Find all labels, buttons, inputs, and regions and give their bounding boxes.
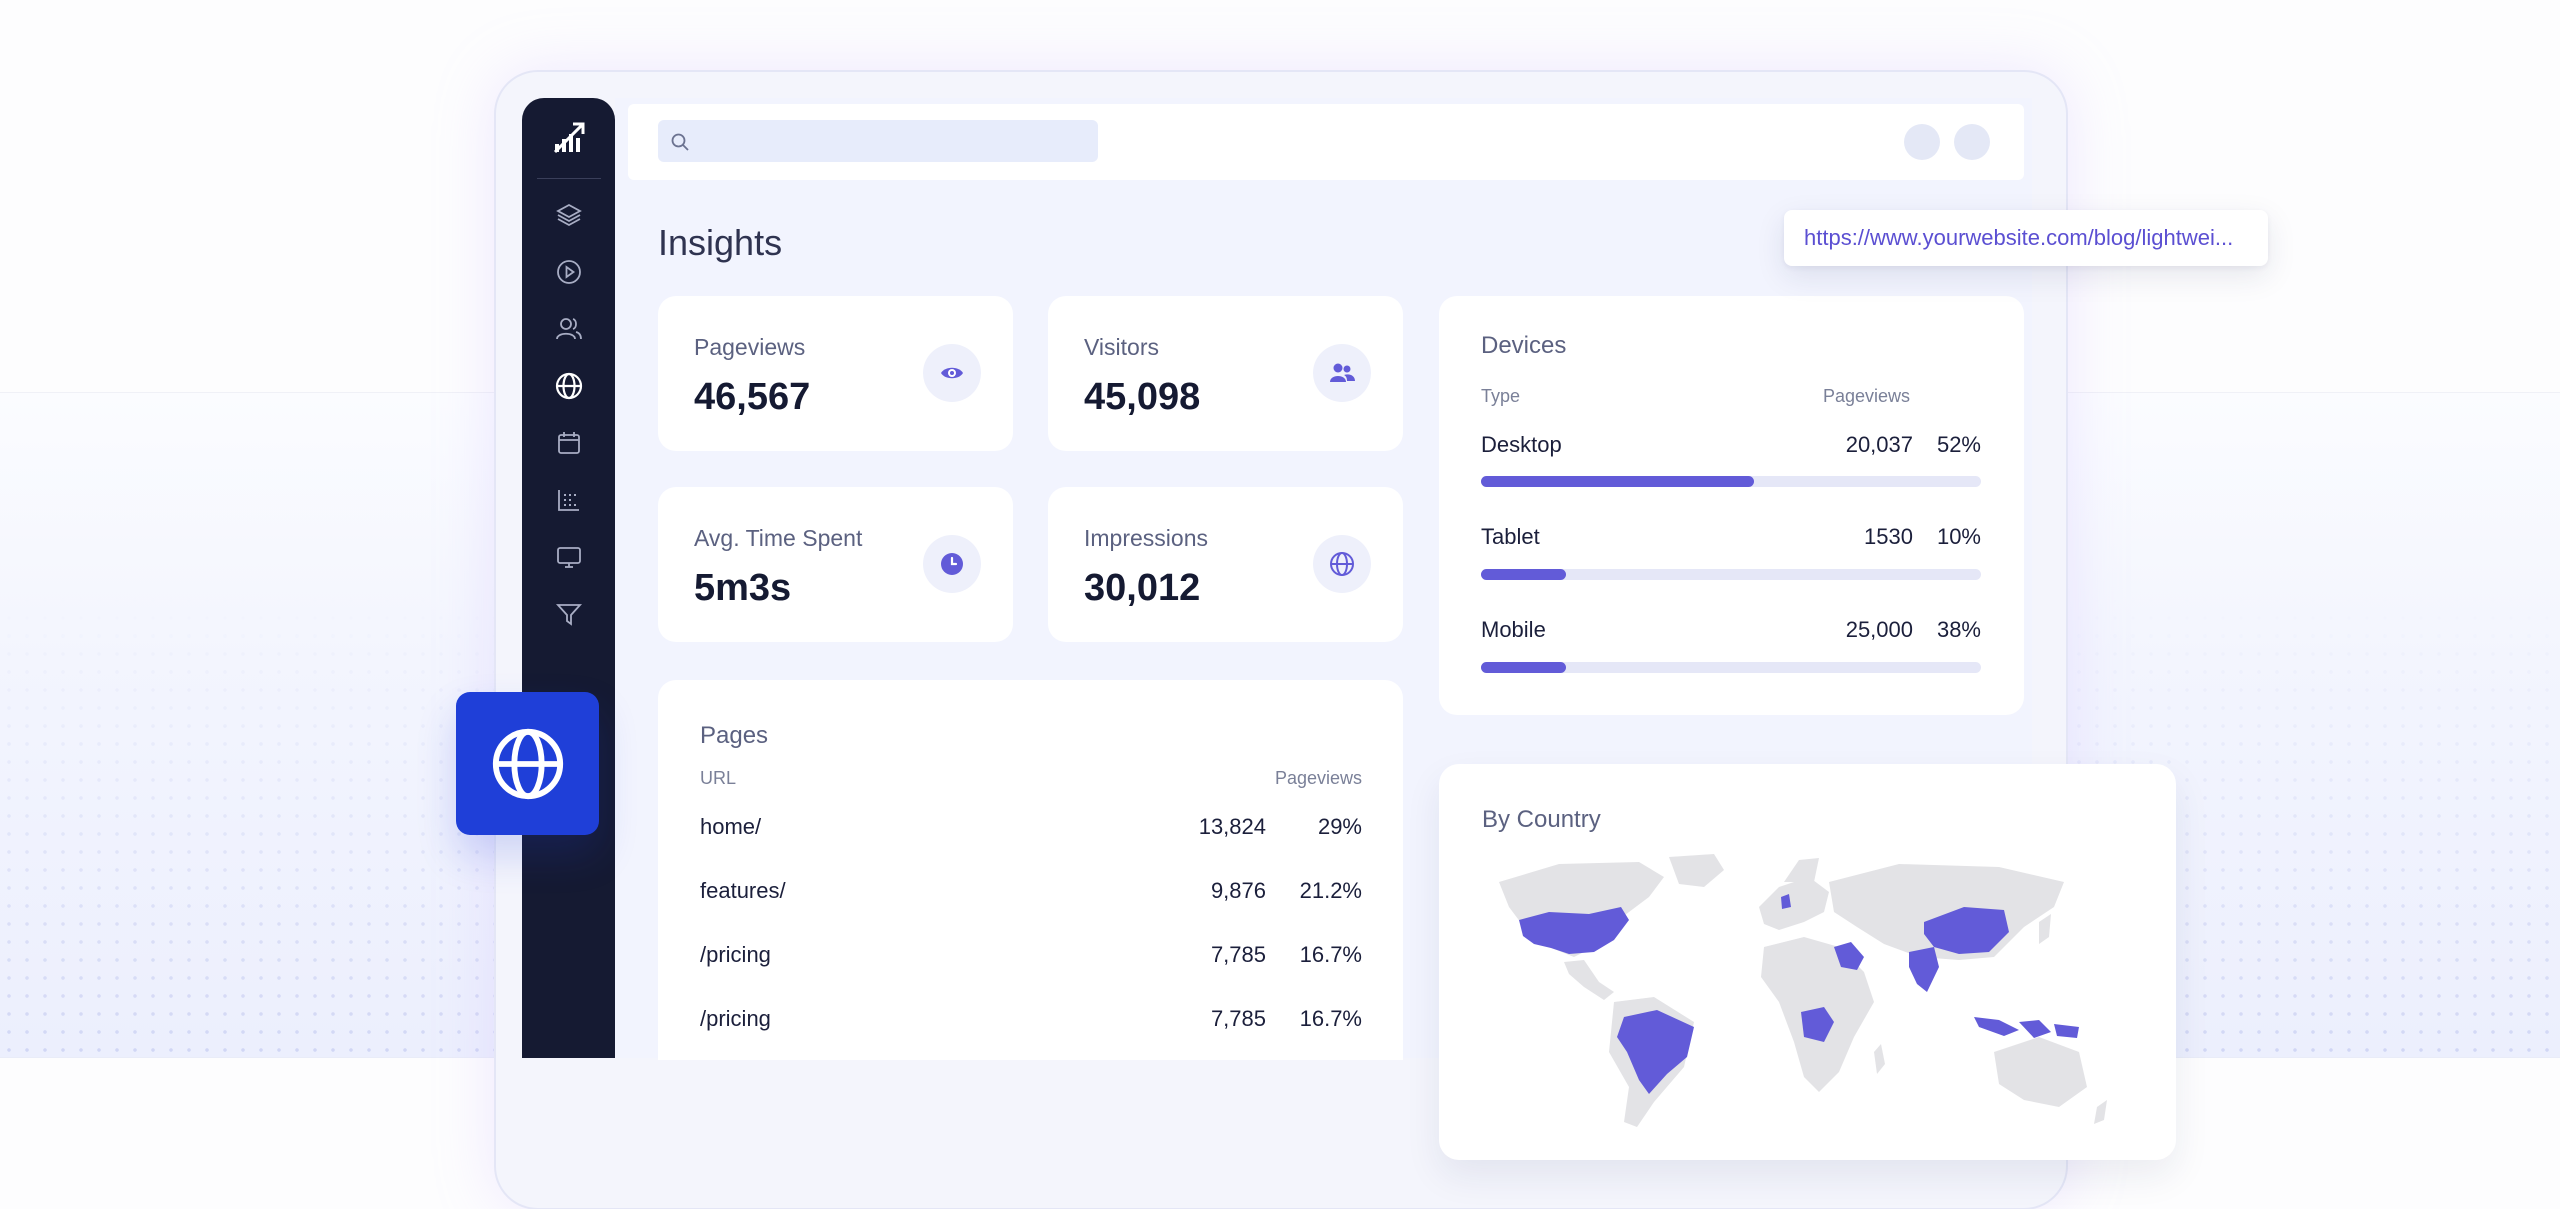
progress-fill — [1481, 569, 1566, 580]
col-header-pageviews: Pageviews — [1274, 768, 1362, 788]
stat-value: 30,012 — [1084, 567, 1201, 609]
col-header-type: Type — [1481, 386, 1521, 406]
page-percent: 16.7% — [1299, 942, 1362, 967]
search-bar — [658, 120, 1098, 162]
col-header-pageviews: Pageviews — [1823, 386, 1911, 406]
eye-icon — [941, 367, 963, 379]
layers-icon — [555, 203, 582, 227]
filter-icon — [555, 604, 582, 626]
logo-icon — [553, 122, 584, 154]
progress-fill — [1481, 662, 1566, 673]
stat-label: Avg. Time Spent — [694, 525, 863, 551]
sidebar-item-chart-grid[interactable] — [547, 478, 591, 522]
clock-icon — [941, 553, 963, 575]
stat-card-avg-time: Avg. Time Spent 5m3s — [658, 487, 1013, 642]
page-title: Insights — [658, 222, 783, 263]
page-pageviews: 9,876 — [1210, 878, 1266, 903]
users-icon — [555, 318, 582, 340]
page-pageviews: 13,824 — [1198, 814, 1266, 839]
device-pageviews: 1530 — [1864, 524, 1913, 549]
sidebar-item-monitor[interactable] — [547, 535, 591, 579]
stat-icon-badge — [923, 344, 981, 402]
stat-card-impressions: Impressions 30,012 — [1048, 487, 1403, 642]
stat-card-visitors: Visitors 45,098 — [1048, 296, 1403, 451]
device-type: Mobile — [1481, 617, 1546, 642]
stat-icon-badge — [1313, 344, 1371, 402]
users-icon — [1330, 363, 1355, 382]
calendar-icon — [557, 432, 580, 454]
stat-label: Visitors — [1084, 334, 1159, 360]
by-country-card: By Country — [1439, 764, 2176, 1160]
progress-bar — [1481, 476, 1981, 487]
progress-bar — [1481, 569, 1981, 580]
page-url-link[interactable]: /pricing — [700, 1006, 771, 1031]
page-percent: 16.7% — [1299, 1006, 1362, 1031]
page-percent: 21.2% — [1299, 878, 1362, 903]
page-pageviews: 7,785 — [1210, 942, 1266, 967]
search-icon — [671, 133, 689, 151]
stat-icon-badge — [923, 535, 981, 593]
device-pageviews: 20,037 — [1845, 432, 1913, 457]
device-percent: 10% — [1936, 524, 1981, 549]
globe-tile — [456, 692, 599, 835]
stat-icon-badge — [1313, 535, 1371, 593]
sidebar-divider — [536, 178, 601, 179]
globe-icon — [492, 728, 563, 799]
pages-title: Pages — [700, 722, 769, 749]
notification-button[interactable] — [1904, 124, 1940, 160]
stat-label: Impressions — [1084, 525, 1208, 551]
sidebar-item-filter[interactable] — [547, 592, 591, 636]
search-input[interactable] — [702, 120, 1082, 162]
sidebar-item-calendar[interactable] — [547, 421, 591, 465]
stat-value: 45,098 — [1084, 376, 1201, 418]
globe-icon — [1330, 552, 1354, 576]
monitor-icon — [556, 547, 581, 568]
url-tooltip: https://www.yourwebsite.com/blog/lightwe… — [1784, 210, 2268, 266]
stat-card-pageviews: Pageviews 46,567 — [658, 296, 1013, 451]
page-pageviews: 7,785 — [1210, 1006, 1266, 1031]
avatar[interactable] — [1954, 124, 1990, 160]
device-percent: 52% — [1936, 432, 1981, 457]
stat-value: 46,567 — [694, 376, 811, 418]
stat-value: 5m3s — [694, 567, 792, 609]
top-bar — [628, 104, 2024, 180]
page-percent: 29% — [1317, 814, 1362, 839]
device-pageviews: 25,000 — [1845, 617, 1913, 642]
sidebar-item-play[interactable] — [547, 250, 591, 294]
by-country-title: By Country — [1482, 806, 1601, 833]
page-url-link[interactable]: /pricing — [700, 942, 771, 967]
chart-grid-icon — [557, 490, 579, 511]
device-type: Tablet — [1481, 524, 1540, 549]
col-header-url: URL — [700, 768, 737, 788]
device-percent: 38% — [1936, 617, 1981, 642]
sidebar-item-layers[interactable] — [547, 193, 591, 237]
play-icon — [556, 260, 581, 284]
sidebar — [522, 98, 615, 1058]
page-url-link[interactable]: home/ — [700, 814, 762, 839]
sidebar-item-globe[interactable] — [547, 364, 591, 408]
devices-card: Devices Type Pageviews Desktop 20,037 52… — [1439, 296, 2024, 715]
progress-bar — [1481, 662, 1981, 673]
stat-label: Pageviews — [694, 334, 806, 360]
page-url-link[interactable]: features/ — [700, 878, 786, 903]
device-type: Desktop — [1481, 432, 1562, 457]
progress-fill — [1481, 476, 1754, 487]
pages-card: Pages URL Pageviews home/ 13,824 29% fea… — [658, 680, 1403, 1060]
globe-icon — [555, 372, 582, 400]
sidebar-item-users[interactable] — [547, 307, 591, 351]
world-map — [1499, 854, 2107, 1127]
devices-title: Devices — [1481, 332, 1567, 359]
